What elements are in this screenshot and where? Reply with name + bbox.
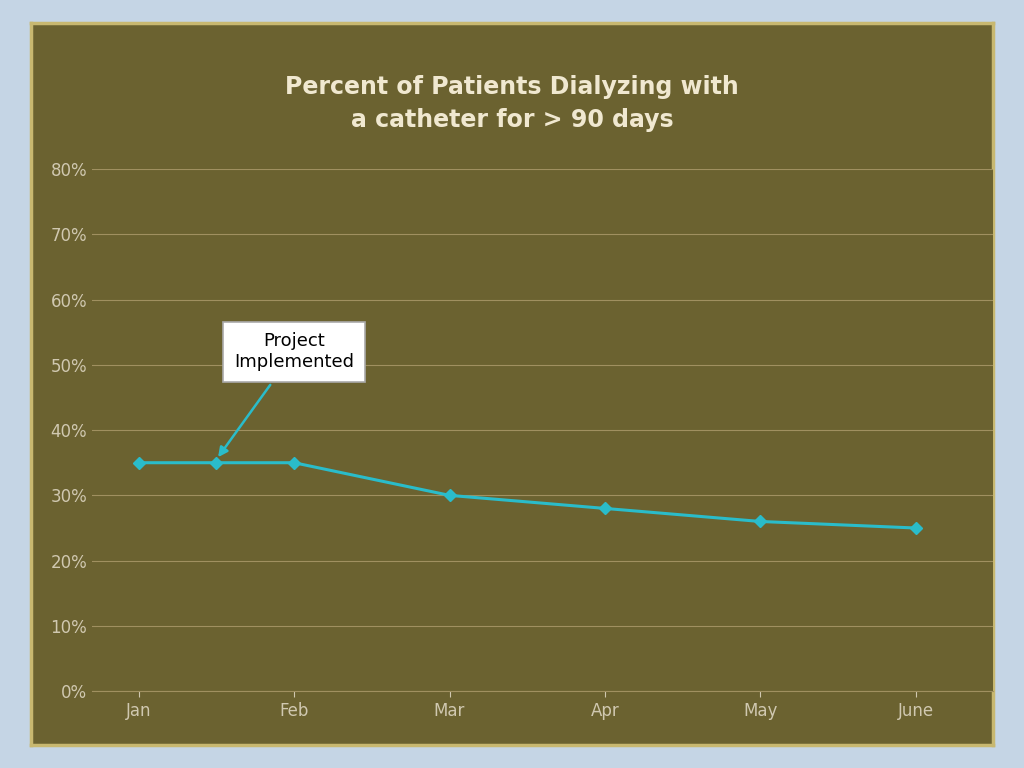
Text: Percent of Patients Dialyzing with
a catheter for > 90 days: Percent of Patients Dialyzing with a cat…: [285, 75, 739, 132]
Text: Project
Implemented: Project Implemented: [220, 333, 354, 455]
